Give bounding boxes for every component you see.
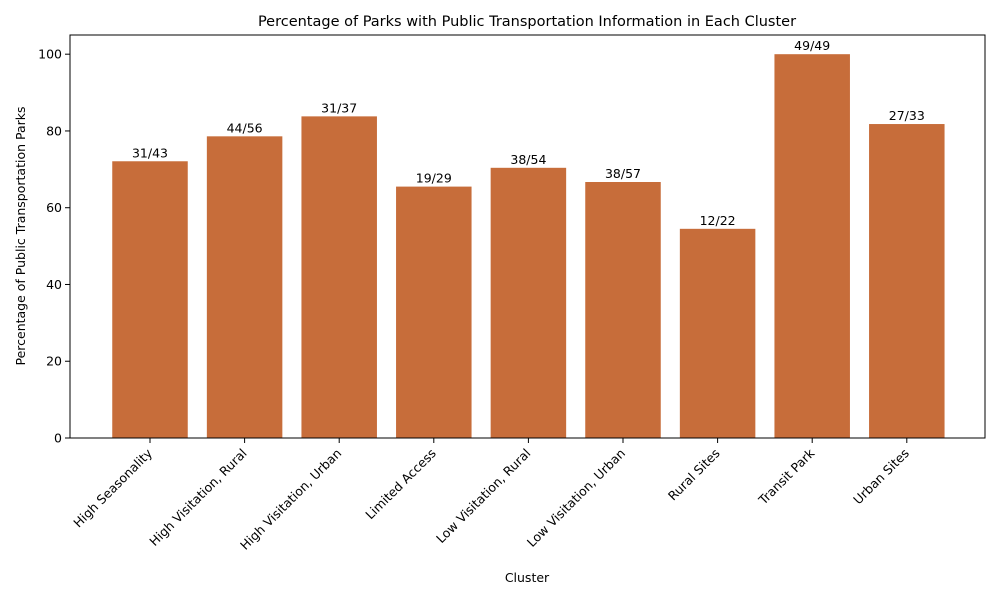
plot-frame — [69, 34, 986, 439]
y-tick-label: 0 — [54, 431, 62, 446]
bar — [301, 116, 377, 439]
y-tick-label: 100 — [38, 47, 62, 62]
bar — [679, 228, 756, 438]
bar-value-label: 12/22 — [700, 213, 736, 228]
x-axis-label: Cluster — [505, 570, 550, 585]
y-tick-label: 40 — [46, 277, 62, 292]
bar-value-label: 38/57 — [605, 166, 641, 181]
bar-value-label: 19/29 — [416, 171, 452, 186]
bar-value-label: 27/33 — [889, 108, 925, 123]
bar — [206, 136, 283, 438]
bar — [585, 182, 661, 438]
bars-group — [112, 54, 945, 439]
bar-value-label: 31/37 — [321, 100, 357, 115]
bar-value-label: 44/56 — [227, 120, 263, 135]
bar-labels-group: 31/43 44/56 31/37 19/29 38/54 38/57 12/22 49/49… — [132, 38, 925, 228]
y-axis-label: Percentage of Public Transportation Park… — [13, 106, 28, 365]
bar-value-label: 49/49 — [794, 38, 830, 53]
y-axis-ticks: 0 20 40 60 80 100 — [38, 47, 70, 446]
y-tick-label: 60 — [46, 200, 62, 215]
bar — [774, 54, 850, 438]
bar — [490, 167, 567, 439]
bar — [112, 161, 188, 438]
bar — [869, 124, 945, 438]
bar-value-label: 38/54 — [510, 152, 546, 167]
y-tick-label: 20 — [46, 354, 62, 369]
y-tick-label: 80 — [46, 123, 62, 138]
bar-value-label: 31/43 — [132, 145, 168, 160]
chart-title: Percentage of Parks with Public Transpor… — [258, 14, 796, 30]
bar — [396, 186, 472, 438]
